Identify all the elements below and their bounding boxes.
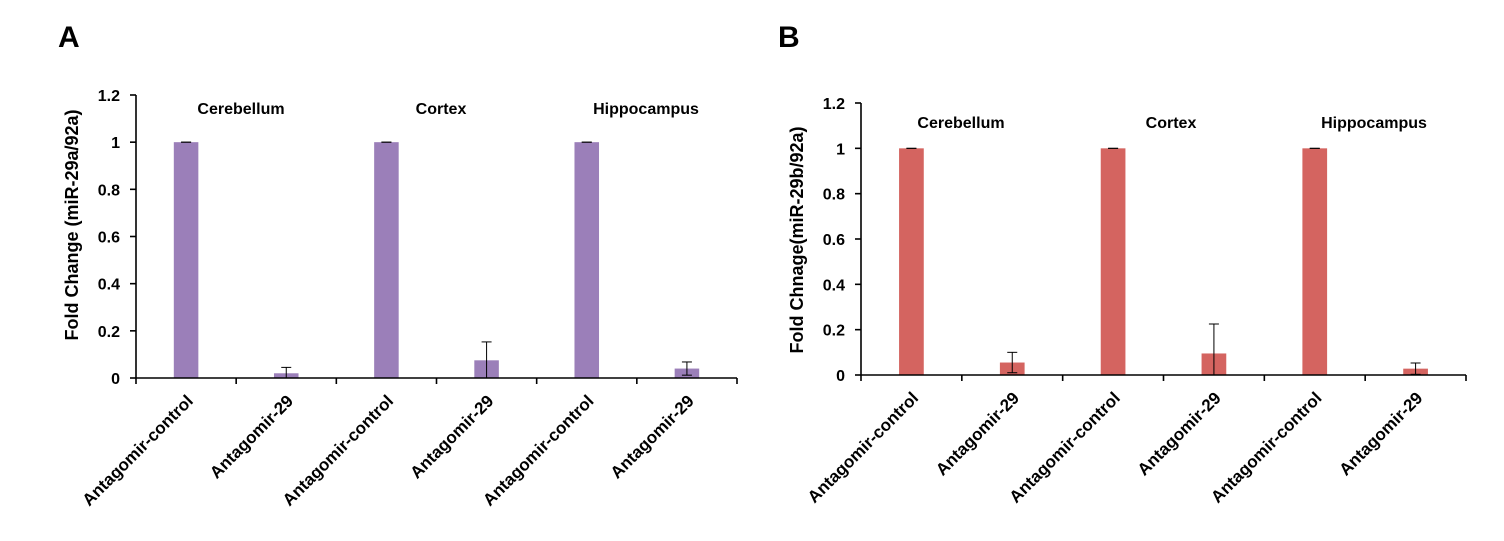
panel-b-y-tick-label: 0.8 — [823, 187, 845, 204]
panel-a-x-tick-label: Antagomir-29 — [607, 391, 698, 482]
panel-a-x-tick-label: Antagomir-control — [279, 391, 397, 509]
panel-a-x-tick-label: Antagomir-29 — [206, 391, 297, 482]
panel-b-x-tick-label: Antagomir-29 — [1134, 388, 1225, 479]
panel-a-bar — [374, 142, 399, 378]
panel-b-x-tick-label: Antagomir-control — [804, 388, 922, 506]
panel-a-group-label: Cerebellum — [197, 101, 284, 118]
panel-b-y-tick-label: 0 — [836, 368, 845, 385]
panel-a-y-tick-label: 1 — [111, 135, 120, 152]
panel-b-y-tick-label: 0.4 — [823, 277, 845, 294]
panel-b-bar — [899, 148, 924, 375]
panel-a-y-axis-title: Fold Change (miR-29a/92a) — [62, 109, 82, 340]
panel-b-x-tick-label: Antagomir-29 — [1335, 388, 1426, 479]
panel-a: A Fold Change (miR-29a/92a) Cerebellum C… — [58, 21, 738, 510]
panel-a-x-tick-label: Antagomir-29 — [406, 391, 497, 482]
panel-a-y-tick-label: 0.4 — [98, 277, 120, 294]
panel-a-y-tick-label: 0.2 — [98, 324, 120, 341]
panel-a-y-tick-label: 0 — [111, 371, 120, 388]
panel-b-group-label: Cortex — [1146, 115, 1197, 132]
panel-b-x-tick-label: Antagomir-control — [1207, 388, 1325, 506]
panel-a-letter: A — [58, 21, 80, 54]
panel-b-y-tick-label: 1.2 — [823, 96, 845, 113]
panel-a-y-tick-label: 0.6 — [98, 230, 120, 247]
panel-b-y-tick-label: 0.6 — [823, 232, 845, 249]
panel-b-bar — [1100, 148, 1126, 375]
panel-a-bar — [173, 142, 199, 378]
panel-b-group-label: Cerebellum — [917, 115, 1004, 132]
panel-b-bar — [1302, 148, 1328, 375]
panel-b-x-tick-label: Antagomir-control — [1006, 388, 1124, 506]
panel-b: B Fold Chnage(miR-29b/92a) Cerebellum Co… — [778, 21, 1467, 507]
panel-a-group-label: Cortex — [416, 101, 467, 118]
panel-a-y-tick-label: 1.2 — [98, 88, 120, 105]
panel-b-group-label: Hippocampus — [1321, 115, 1427, 132]
panel-b-y-tick-label: 1 — [836, 141, 845, 158]
panel-a-bar — [574, 142, 600, 378]
panel-a-group-label: Hippocampus — [593, 101, 699, 118]
panel-a-x-tick-label: Antagomir-control — [79, 391, 197, 509]
panel-b-y-tick-label: 0.2 — [823, 323, 845, 340]
panel-b-letter: B — [778, 21, 800, 54]
panel-a-y-tick-label: 0.8 — [98, 182, 120, 199]
panel-b-x-tick-label: Antagomir-29 — [932, 388, 1023, 479]
panel-a-x-tick-label: Antagomir-control — [479, 391, 597, 509]
panel-b-y-axis-title: Fold Chnage(miR-29b/92a) — [787, 126, 807, 353]
